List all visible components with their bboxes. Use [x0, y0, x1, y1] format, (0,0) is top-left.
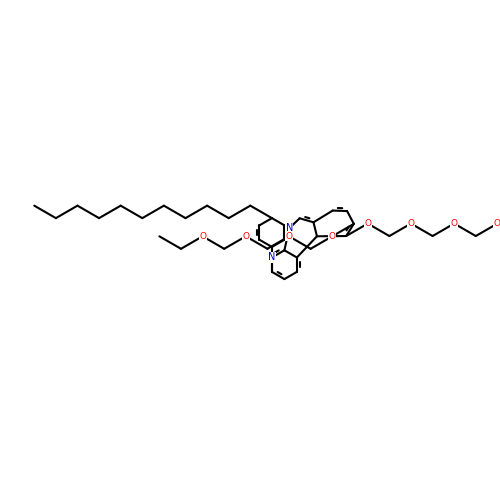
Text: O: O — [364, 219, 372, 228]
Text: N: N — [286, 224, 293, 234]
Text: O: O — [450, 219, 458, 228]
Text: O: O — [408, 219, 414, 228]
Text: O: O — [494, 219, 500, 228]
Text: O: O — [199, 232, 206, 241]
Text: O: O — [242, 232, 250, 241]
Text: O: O — [328, 232, 336, 241]
Text: N: N — [268, 252, 276, 262]
Text: O: O — [286, 232, 292, 241]
